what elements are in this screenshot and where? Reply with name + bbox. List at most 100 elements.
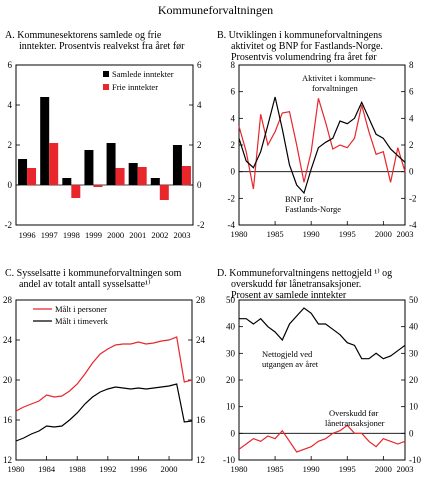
bar-frie-2001 [137,167,147,185]
series-line-1 [238,424,406,453]
y-tick-label-right: 24 [196,335,206,345]
series-label-bnp-1: BNP for [285,194,313,204]
series-line-0 [15,336,193,412]
y-tick-label-right: 20 [409,375,419,385]
y-tick-label-left: 20 [3,375,13,385]
series-line-0 [239,307,406,360]
y-tick-label-left: -10 [223,455,235,465]
y-tick-label-right: 0 [409,167,414,177]
y-tick-label-left: 24 [3,335,13,345]
y-tick-label-right: 2 [197,140,202,150]
x-tick-label: 1996 [130,464,147,474]
legend-label: Målt i personer [55,304,107,314]
bar-frie-1998 [71,185,81,198]
x-tick-label: 1995 [339,229,356,239]
bar-frie-2002 [159,185,169,200]
y-tick-label-right: 30 [409,348,419,358]
panel-d-title: D. Kommuneforvaltningens nettogjeld ¹⁾ o… [217,268,392,301]
series-label-aktivitet-1: Aktivitet i kommune- [302,73,376,83]
x-tick-label: 1995 [339,464,356,474]
y-tick-label-left: 30 [226,348,236,358]
legend-label: Samlede inntekter [112,69,174,79]
y-tick-label-right: 4 [197,100,202,110]
y-tick-label-left: 12 [3,455,12,465]
y-tick-label-right: -4 [409,220,417,230]
y-tick-label-right: -2 [197,220,205,230]
x-tick-label: 2000 [161,464,178,474]
x-tick-label: 1992 [99,464,116,474]
x-tick-label: 2003 [397,464,414,474]
y-tick-label-right: 2 [409,140,414,150]
y-tick-label-left: 0 [231,167,236,177]
y-tick-label-left: 8 [231,60,236,70]
x-tick-label: 2000 [375,229,392,239]
x-tick-label: 1980 [231,464,248,474]
y-tick-label-left: 0 [8,180,13,190]
panel-b-title-line-3: Prosentvis volumendring fra året før [231,52,377,63]
bar-samlede-2003 [172,145,182,185]
legend-swatch [103,71,109,77]
y-tick-label-right: 8 [409,60,414,70]
panel-b-line-chart: -4 -4 -2 -2 0 0 2 2 4 4 6 6 8 8 1980 1985 1990 1995 2000 20… [228,60,417,239]
x-tick-label: 1996 [19,230,36,240]
x-tick-label: 1990 [303,464,320,474]
y-tick-label-left: 4 [231,113,236,123]
bar-frie-1997 [49,143,59,185]
bar-samlede-2000 [106,143,116,185]
legend-label: Frie inntekter [112,82,158,92]
panel-c-title-line-1: C. Sysselsatte i kommuneforvaltningen so… [5,268,182,279]
y-tick-label-left: -2 [5,220,13,230]
panel-a-title: A. Kommunesektorens samlede og frie innt… [5,30,185,52]
x-tick-label: 1985 [267,229,284,239]
y-tick-label-right: 6 [197,60,202,70]
y-tick-label-right: 28 [196,295,206,305]
x-tick-label: 2000 [375,464,392,474]
y-tick-label-right: 12 [196,455,205,465]
y-tick-label-right: 0 [197,180,202,190]
x-tick-label: 2001 [129,230,146,240]
y-tick-label-left: 40 [226,322,236,332]
y-tick-label-left: 20 [226,375,236,385]
x-tick-label: 2003 [173,230,190,240]
y-tick-label-right: 16 [196,415,206,425]
series-line-0 [238,98,406,190]
bar-frie-2000 [115,168,125,185]
x-tick-label: 1980 [8,464,25,474]
y-tick-label-right: 10 [409,402,419,412]
series-label-aktivitet-2: forvaltningen [312,83,359,93]
panel-d-title-line-3: Prosent av samlede inntekter [231,290,347,301]
y-tick-label-right: -10 [409,455,421,465]
x-tick-label: 2002 [151,230,168,240]
y-tick-label-left: 6 [231,87,236,97]
y-tick-label-right: 50 [409,295,419,305]
x-tick-label: 2003 [397,229,414,239]
panel-b-title-line-2: aktivitet og BNP for Fastlands-Norge. [231,41,383,52]
y-tick-label-left: 0 [231,428,236,438]
y-tick-label-right: 20 [196,375,206,385]
x-tick-label: 1999 [85,230,102,240]
bar-samlede-2002 [150,178,160,185]
series-line-1 [238,96,406,195]
y-tick-label-left: 50 [226,295,236,305]
x-tick-label: 1997 [41,230,58,240]
y-tick-label-left: 6 [8,60,13,70]
bar-frie-2003 [181,166,191,185]
x-tick-label: 1988 [69,464,86,474]
panel-c-title-line-2: andel av totalt antall sysselsatte¹⁾ [19,279,151,290]
y-tick-label-left: 16 [3,415,13,425]
y-tick-label-left: 2 [8,140,13,150]
y-tick-label-right: 0 [409,428,414,438]
y-tick-label-left: 4 [8,100,13,110]
bar-frie-1996 [27,168,37,185]
x-tick-label: 1984 [38,464,56,474]
y-tick-label-left: 10 [226,402,236,412]
x-tick-label: 1998 [63,230,80,240]
panel-d-line-chart: -10 -10 0 0 10 10 20 20 30 30 40 40 50 50 1980 1985 1990… [223,295,421,474]
series-line-1 [15,383,193,442]
bar-samlede-1999 [84,150,94,185]
y-tick-label-left: -2 [228,193,236,203]
x-tick-label: 1980 [231,229,248,239]
series-label-bnp-2: Fastlands-Norge [285,204,341,214]
panel-b-title-line-1: B. Utviklingen i kommuneforvaltningens [217,30,382,41]
y-tick-label-right: 40 [409,322,419,332]
